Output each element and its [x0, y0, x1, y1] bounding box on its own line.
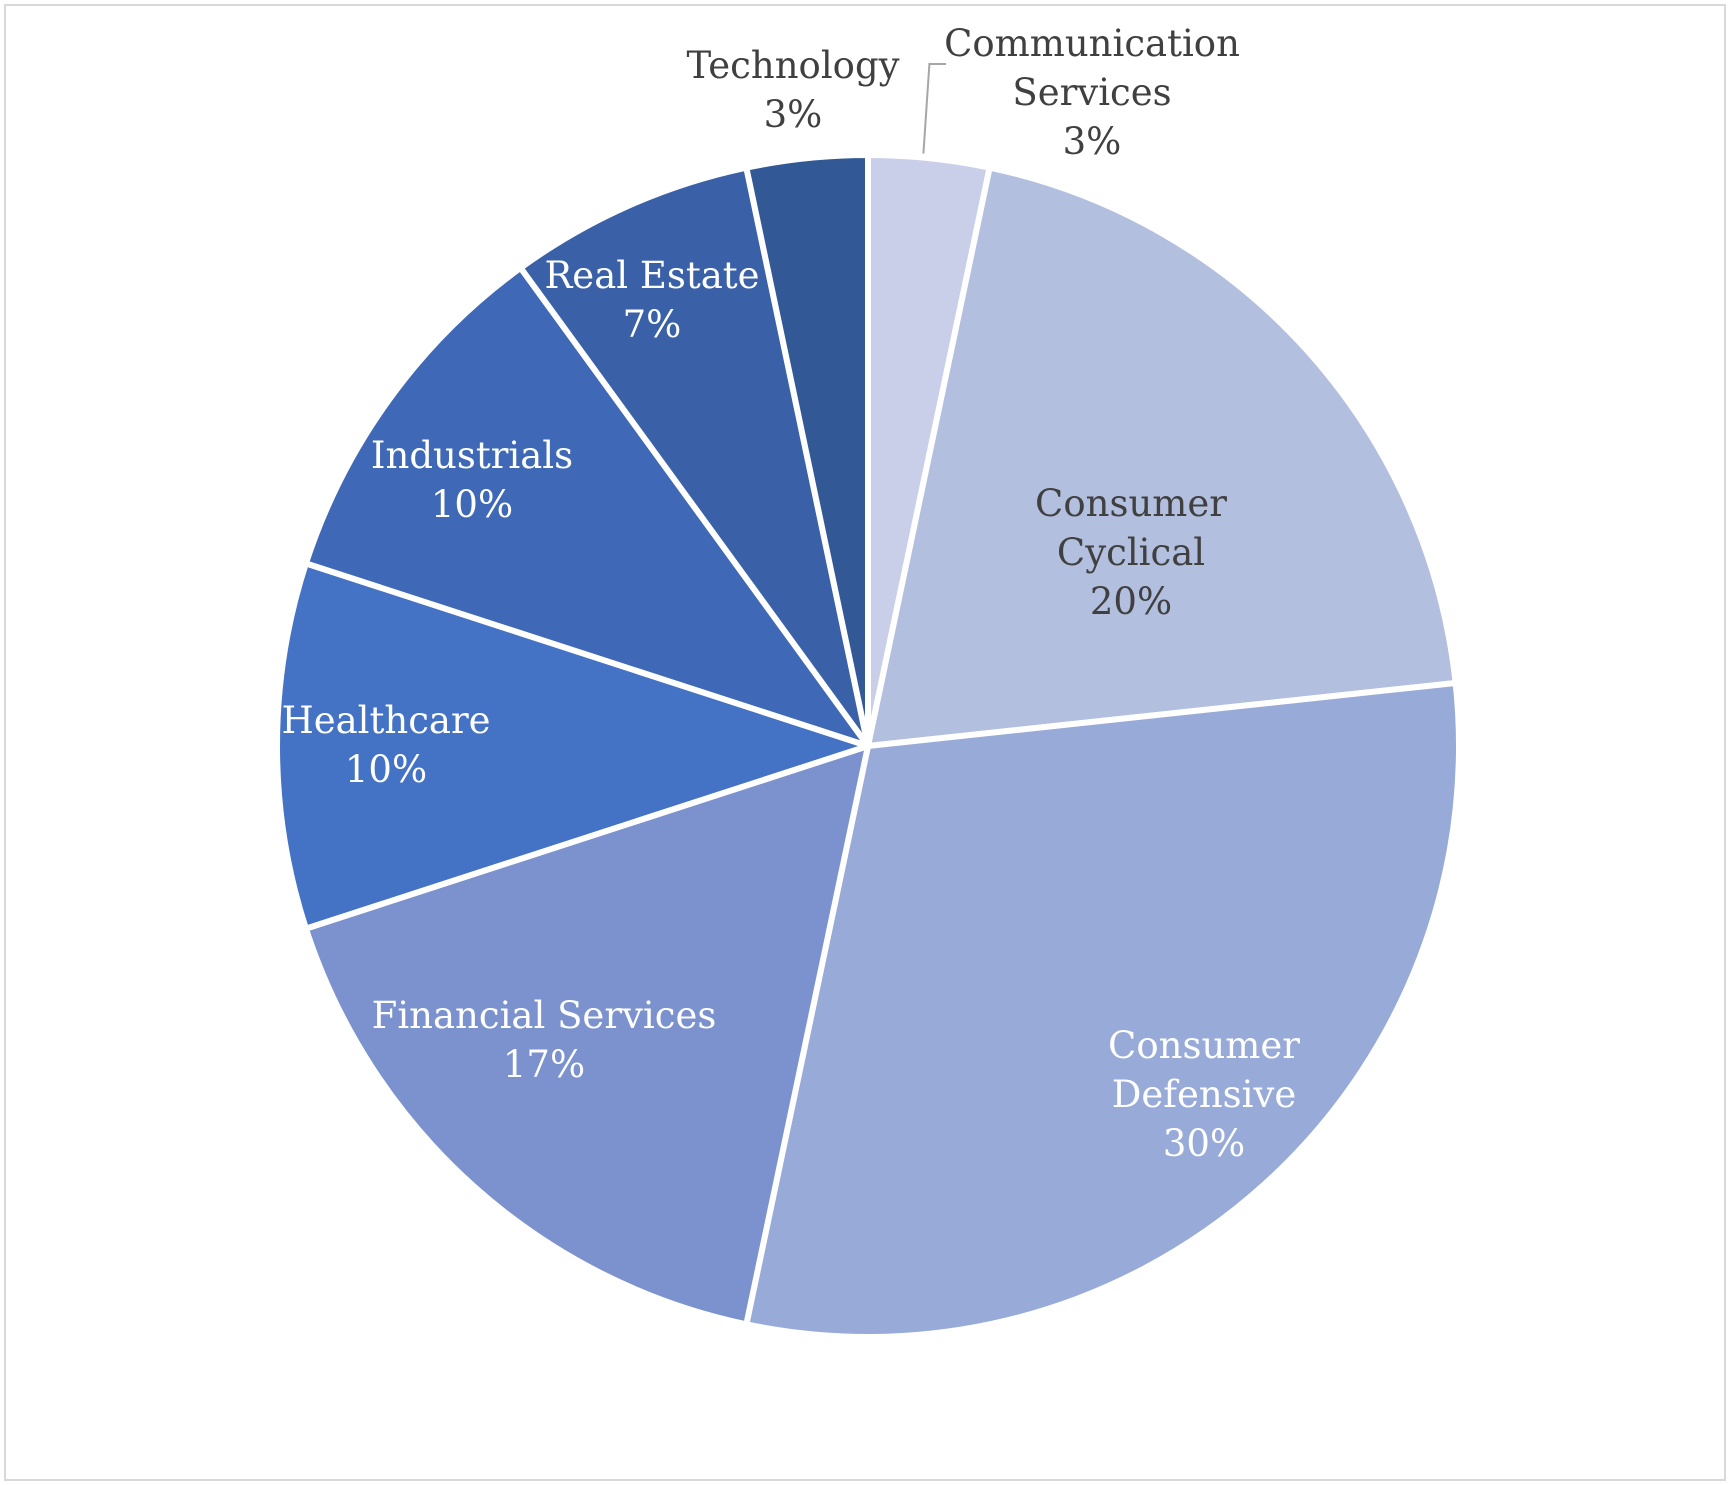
slice-label-communication-services: Communication Services 3%: [944, 22, 1240, 163]
slice-label-consumer-cyclical: Consumer Cyclical 20%: [1035, 482, 1227, 623]
slice-label-consumer-defensive: Consumer Defensive 30%: [1108, 1024, 1300, 1165]
leader-line-communication-services: [922, 63, 946, 154]
slice-label-industrials: Industrials 10%: [371, 434, 573, 526]
slice-industrials: [302, 264, 871, 749]
slices-layer: [274, 152, 1462, 1340]
slice-label-technology: Technology 3%: [686, 44, 899, 136]
slice-consumer-cyclical: [865, 164, 1459, 749]
slice-consumer-defensive: [743, 679, 1462, 1340]
slice-real-estate: [517, 164, 871, 749]
slice-healthcare: [274, 560, 871, 932]
chart-frame: Communication Services 3% Consumer Cyclical 2…: [4, 4, 1726, 1481]
slice-technology: [743, 152, 871, 749]
slice-financial-services: [302, 743, 871, 1328]
slice-label-financial-services: Financial Services 17%: [372, 994, 717, 1086]
pie-chart: Communication Services 3% Consumer Cyclical 2…: [274, 22, 1462, 1340]
labels-layer: Communication Services 3% Consumer Cyclical 2…: [281, 22, 1300, 1165]
slice-label-real-estate: Real Estate 7%: [544, 254, 759, 346]
slice-label-healthcare: Healthcare 10%: [281, 699, 490, 791]
leader-lines-layer: [922, 63, 946, 154]
